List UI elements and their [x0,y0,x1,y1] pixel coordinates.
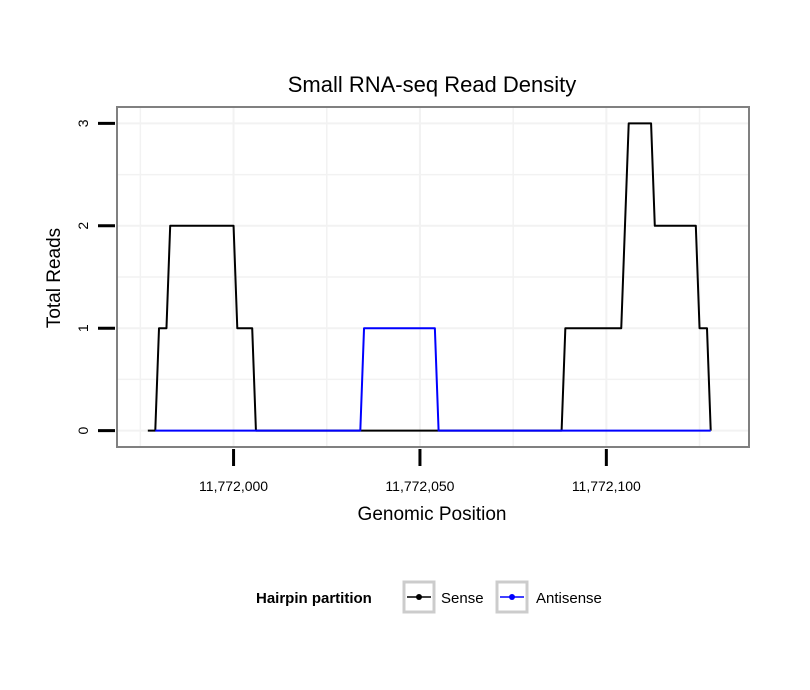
legend-swatch-dot-antisense [509,594,515,600]
x-axis-title: Genomic Position [358,504,507,525]
legend-label-antisense: Antisense [536,590,602,607]
y-tick-label: 3 [75,119,91,127]
legend-label-sense: Sense [441,590,484,607]
legend: Hairpin partition Sense Antisense [256,580,602,614]
legend-item-sense: Sense [402,580,484,614]
y-tick-label: 0 [75,427,91,435]
y-tick-label: 2 [75,222,91,230]
x-axis: 11,772,000 11,772,050 11,772,100 [199,449,641,494]
legend-item-antisense: Antisense [495,580,602,614]
chart-title: Small RNA-seq Read Density [288,72,577,97]
legend-swatch-dot-sense [416,594,422,600]
y-axis-title: Total Reads [44,228,65,328]
y-axis: 0 1 2 3 [75,119,115,435]
series-lines [147,122,712,432]
legend-title: Hairpin partition [256,590,372,607]
series-line-antisense [155,327,711,432]
y-tick-label: 1 [75,324,91,332]
x-tick-label: 11,772,050 [385,478,454,494]
x-tick-label: 11,772,000 [199,478,268,494]
x-tick-label: 11,772,100 [572,478,641,494]
